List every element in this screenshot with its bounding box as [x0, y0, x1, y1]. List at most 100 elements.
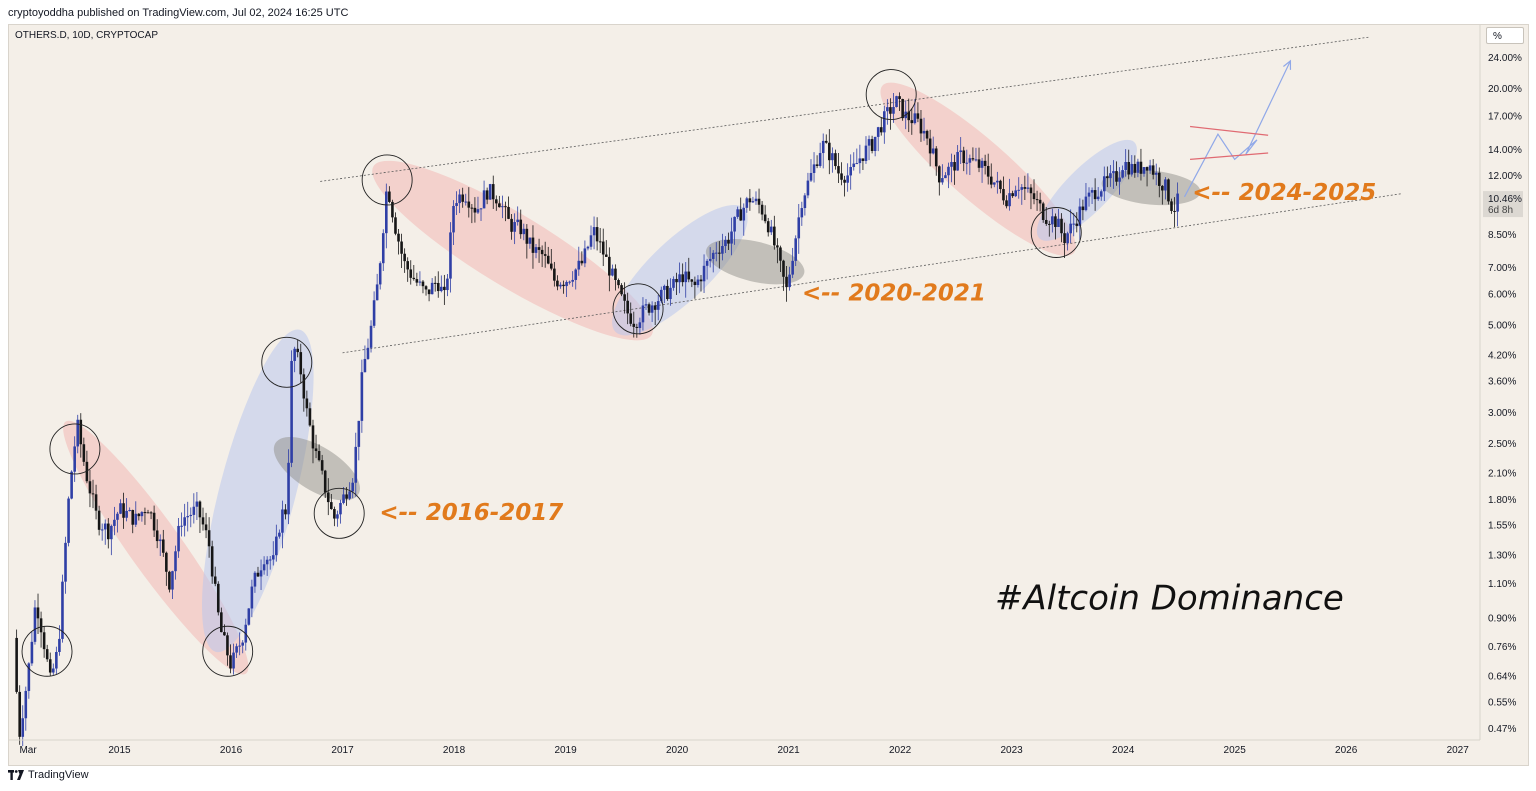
candle-body: [51, 668, 55, 673]
candle-body: [962, 150, 966, 164]
y-tick-label: 1.10%: [1488, 579, 1516, 590]
candle-body: [430, 282, 434, 295]
candle-body: [782, 260, 785, 277]
x-tick-label: 2026: [1335, 745, 1358, 756]
candle-body: [400, 241, 403, 254]
tradingview-footer[interactable]: TradingView: [8, 769, 89, 781]
candle-body: [553, 268, 556, 281]
candle-body: [415, 279, 419, 283]
cycle-annotation: <-- 2020-2021: [802, 280, 986, 306]
candle-body: [403, 253, 406, 262]
cycle-annotation: <-- 2016-2017: [379, 500, 563, 526]
candle-body: [1069, 223, 1072, 234]
candle-body: [965, 162, 969, 164]
candle-body: [302, 374, 306, 399]
candle-body: [641, 305, 645, 323]
candle-body: [293, 348, 296, 361]
candle-body: [870, 139, 874, 151]
candle-body: [278, 532, 281, 537]
candle-body: [433, 282, 437, 284]
candle-body: [623, 294, 626, 301]
x-tick-label: 2020: [666, 745, 689, 756]
candle-body: [488, 184, 492, 200]
candle-body: [146, 512, 150, 514]
candle-body: [1170, 201, 1173, 211]
candle-body: [925, 130, 929, 139]
candle-body: [1112, 171, 1115, 174]
candle-body: [1148, 165, 1152, 171]
candle-body: [88, 481, 92, 494]
candle-body: [168, 571, 171, 590]
candle-body: [571, 279, 574, 282]
candle-body: [638, 322, 642, 328]
candle-body: [229, 655, 232, 669]
candle-body: [213, 576, 217, 584]
candle-body: [941, 178, 944, 183]
y-tick-label: 2.10%: [1488, 469, 1516, 480]
candle-body: [189, 514, 193, 517]
candle-body: [1023, 187, 1027, 189]
candle-body: [482, 190, 486, 209]
candle-body: [1167, 179, 1170, 202]
candle-body: [1133, 163, 1137, 173]
percent-scale-button[interactable]: %: [1486, 27, 1524, 44]
candle-body: [275, 536, 278, 556]
candle-body: [125, 510, 128, 518]
candle-body: [659, 289, 663, 302]
candle-body: [608, 256, 611, 276]
projection: [1183, 59, 1292, 198]
candle-body: [253, 572, 257, 587]
candle-body: [204, 524, 208, 531]
candle-body: [372, 300, 376, 326]
candle-body: [837, 166, 840, 174]
candle-body: [48, 659, 52, 673]
y-tick-label: 4.20%: [1488, 350, 1516, 361]
candle-body: [986, 165, 990, 177]
candle-body: [394, 217, 397, 234]
candle-body: [534, 247, 538, 253]
candle-body: [388, 191, 391, 202]
candle-body: [809, 172, 813, 181]
candle-body: [568, 281, 571, 283]
candle-body: [992, 182, 996, 185]
candle-body: [381, 233, 385, 264]
candle-body: [1164, 179, 1167, 191]
candle-body: [562, 284, 565, 287]
candle-body: [464, 201, 468, 203]
candle-body: [959, 150, 962, 153]
projection-arrowhead: [1283, 59, 1292, 70]
candle-body: [440, 286, 443, 292]
y-tick-label: 0.90%: [1488, 613, 1516, 624]
candle-body: [721, 246, 724, 254]
candle-body: [1151, 165, 1155, 175]
candle-body: [247, 608, 251, 625]
candle-body: [271, 555, 275, 560]
candle-body: [663, 285, 666, 290]
flag-line: [1189, 125, 1269, 136]
candle-body: [281, 509, 284, 533]
candle-body: [1118, 177, 1121, 182]
candle-body: [583, 248, 587, 264]
candle-body: [491, 184, 495, 200]
candle-body: [85, 461, 89, 482]
channel-line: [320, 36, 1369, 182]
candle-body: [531, 237, 535, 253]
candle-body: [968, 158, 972, 163]
candle-body: [540, 249, 544, 255]
candle-body: [1157, 172, 1161, 186]
candle-body: [913, 113, 917, 124]
tradingview-logo-icon: [8, 770, 24, 780]
candle-body: [485, 190, 489, 200]
candle-body: [33, 607, 37, 642]
candle-body: [675, 278, 678, 283]
candle-body: [852, 163, 856, 167]
candle-body: [938, 166, 941, 183]
candle-body: [879, 127, 883, 133]
y-tick-label: 0.64%: [1488, 672, 1516, 683]
candle-body: [296, 348, 300, 353]
y-tick-label: 1.80%: [1488, 495, 1516, 506]
candle-body: [498, 203, 501, 208]
candle-body: [684, 271, 688, 283]
candle-body: [287, 462, 290, 515]
